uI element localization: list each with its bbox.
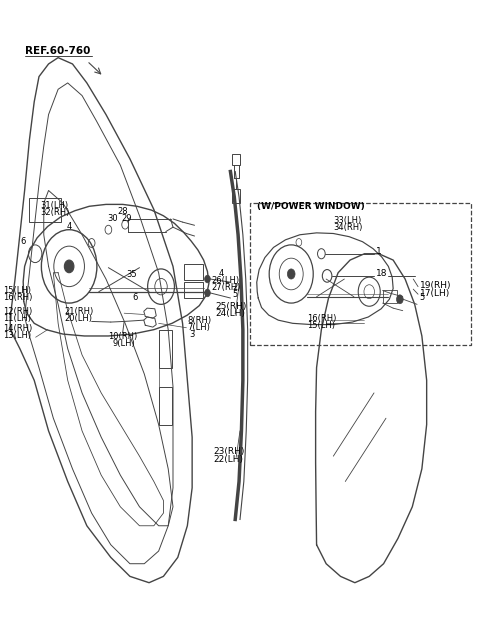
Text: 20(LH): 20(LH) [64, 314, 92, 323]
Text: 17(LH): 17(LH) [420, 289, 450, 298]
Text: 5: 5 [233, 290, 238, 299]
Circle shape [204, 289, 210, 297]
Text: 31(LH): 31(LH) [40, 201, 68, 210]
Text: 15(LH): 15(LH) [3, 286, 31, 295]
Text: 12(RH): 12(RH) [3, 307, 32, 316]
Text: 7(LH): 7(LH) [187, 323, 210, 332]
Bar [250, 203, 471, 346]
Bar [232, 154, 240, 165]
Circle shape [204, 275, 210, 283]
Text: 16(RH): 16(RH) [307, 314, 336, 323]
Bar [232, 189, 240, 203]
Text: 16(RH): 16(RH) [3, 293, 33, 302]
Text: 27(RH): 27(RH) [211, 283, 240, 292]
Text: 3: 3 [190, 330, 195, 339]
Text: (W/POWER WINDOW): (W/POWER WINDOW) [257, 202, 364, 211]
Text: 28: 28 [117, 207, 128, 216]
Text: 23(RH): 23(RH) [214, 447, 245, 456]
Text: 4: 4 [67, 222, 72, 231]
Text: 33(LH): 33(LH) [333, 216, 361, 224]
Circle shape [288, 269, 295, 279]
Bar [183, 281, 203, 298]
Text: 34(RH): 34(RH) [333, 223, 363, 231]
Text: 25(RH): 25(RH) [215, 302, 247, 311]
Text: 5: 5 [419, 293, 424, 302]
Circle shape [396, 295, 403, 304]
Bar [183, 264, 203, 280]
Text: 14(RH): 14(RH) [3, 325, 32, 333]
Text: 26(LH): 26(LH) [211, 276, 240, 285]
Text: 8(RH): 8(RH) [187, 316, 212, 325]
Text: 18: 18 [376, 269, 388, 278]
Text: 4: 4 [218, 269, 224, 278]
Bar [158, 330, 172, 368]
Text: 13(LH): 13(LH) [3, 332, 31, 340]
Text: 29: 29 [121, 214, 132, 223]
Text: 6: 6 [132, 293, 138, 302]
Text: 1: 1 [376, 247, 382, 256]
Circle shape [64, 260, 74, 273]
Text: 32(RH): 32(RH) [40, 208, 69, 217]
Text: 30: 30 [107, 214, 118, 223]
Bar [29, 198, 60, 222]
Text: 21(RH): 21(RH) [64, 307, 94, 316]
Text: 6: 6 [21, 237, 26, 246]
Text: 24(LH): 24(LH) [215, 309, 245, 318]
Text: 2: 2 [233, 283, 238, 292]
Text: 35: 35 [126, 270, 137, 279]
Text: 10(RH): 10(RH) [108, 332, 138, 341]
Bar [158, 387, 172, 425]
Text: 9(LH): 9(LH) [112, 339, 135, 348]
Text: 11(LH): 11(LH) [3, 314, 31, 323]
Text: 22(LH): 22(LH) [214, 455, 244, 463]
Text: 19(RH): 19(RH) [420, 281, 451, 290]
Text: REF.60-760: REF.60-760 [24, 46, 90, 56]
Text: 15(LH): 15(LH) [307, 321, 335, 330]
Bar [383, 290, 397, 303]
